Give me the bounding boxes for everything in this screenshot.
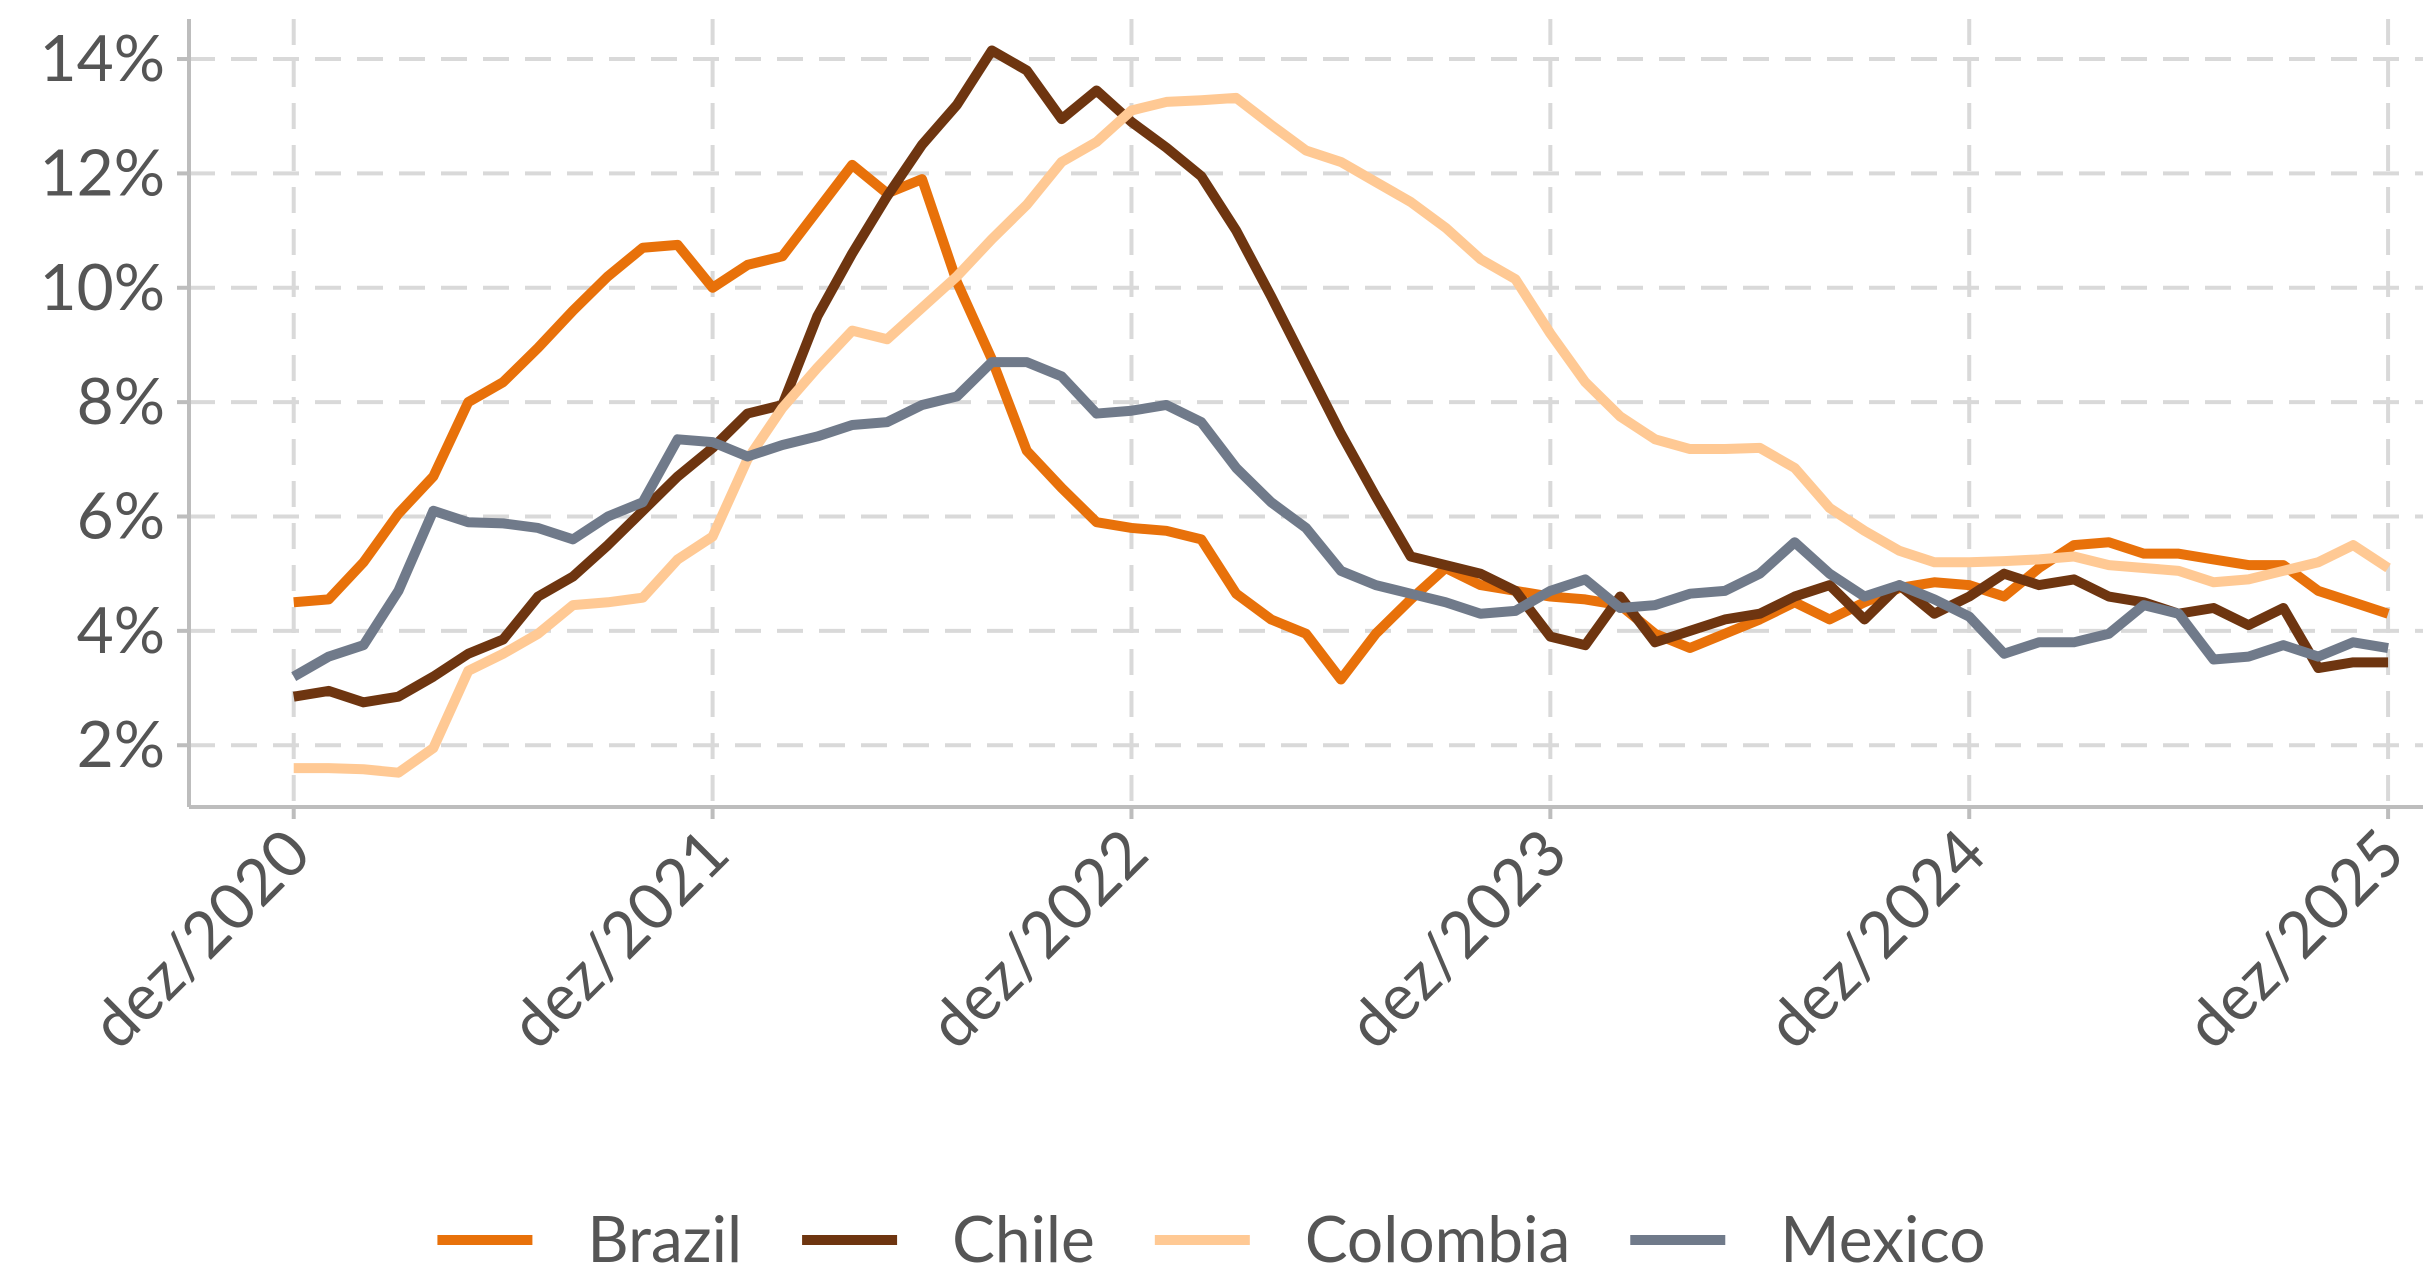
y-tick-label: 4% <box>77 590 165 667</box>
y-tick-label: 8% <box>77 361 165 438</box>
y-tick-label: 6% <box>77 476 165 553</box>
x-tick-label: dez/2022 <box>912 812 1162 1062</box>
x-tick-label: dez/2020 <box>74 812 324 1062</box>
y-tick-label: 14% <box>39 18 165 95</box>
y-tick-label: 10% <box>39 247 165 324</box>
legend-label: Mexico <box>1780 1199 1985 1276</box>
lines-layer <box>291 45 2391 778</box>
series-line <box>291 357 2389 681</box>
series-line <box>293 92 2391 778</box>
legend: Brazil Chile Colombia Mexico <box>437 1199 1986 1276</box>
x-tick-label: dez/2025 <box>2168 812 2418 1062</box>
series-line <box>293 159 2390 685</box>
grid-layer <box>189 19 2423 807</box>
x-tick-label: dez/2021 <box>493 812 743 1062</box>
y-tick-label: 2% <box>77 704 165 781</box>
x-tick-label: dez/2023 <box>1331 812 1581 1062</box>
legend-label: Colombia <box>1305 1199 1570 1276</box>
y-tick-label: 12% <box>39 132 165 209</box>
legend-label: Chile <box>952 1199 1095 1276</box>
x-tick-label: dez/2024 <box>1750 812 2000 1062</box>
series-line <box>292 45 2389 708</box>
legend-label: Brazil <box>587 1199 742 1276</box>
